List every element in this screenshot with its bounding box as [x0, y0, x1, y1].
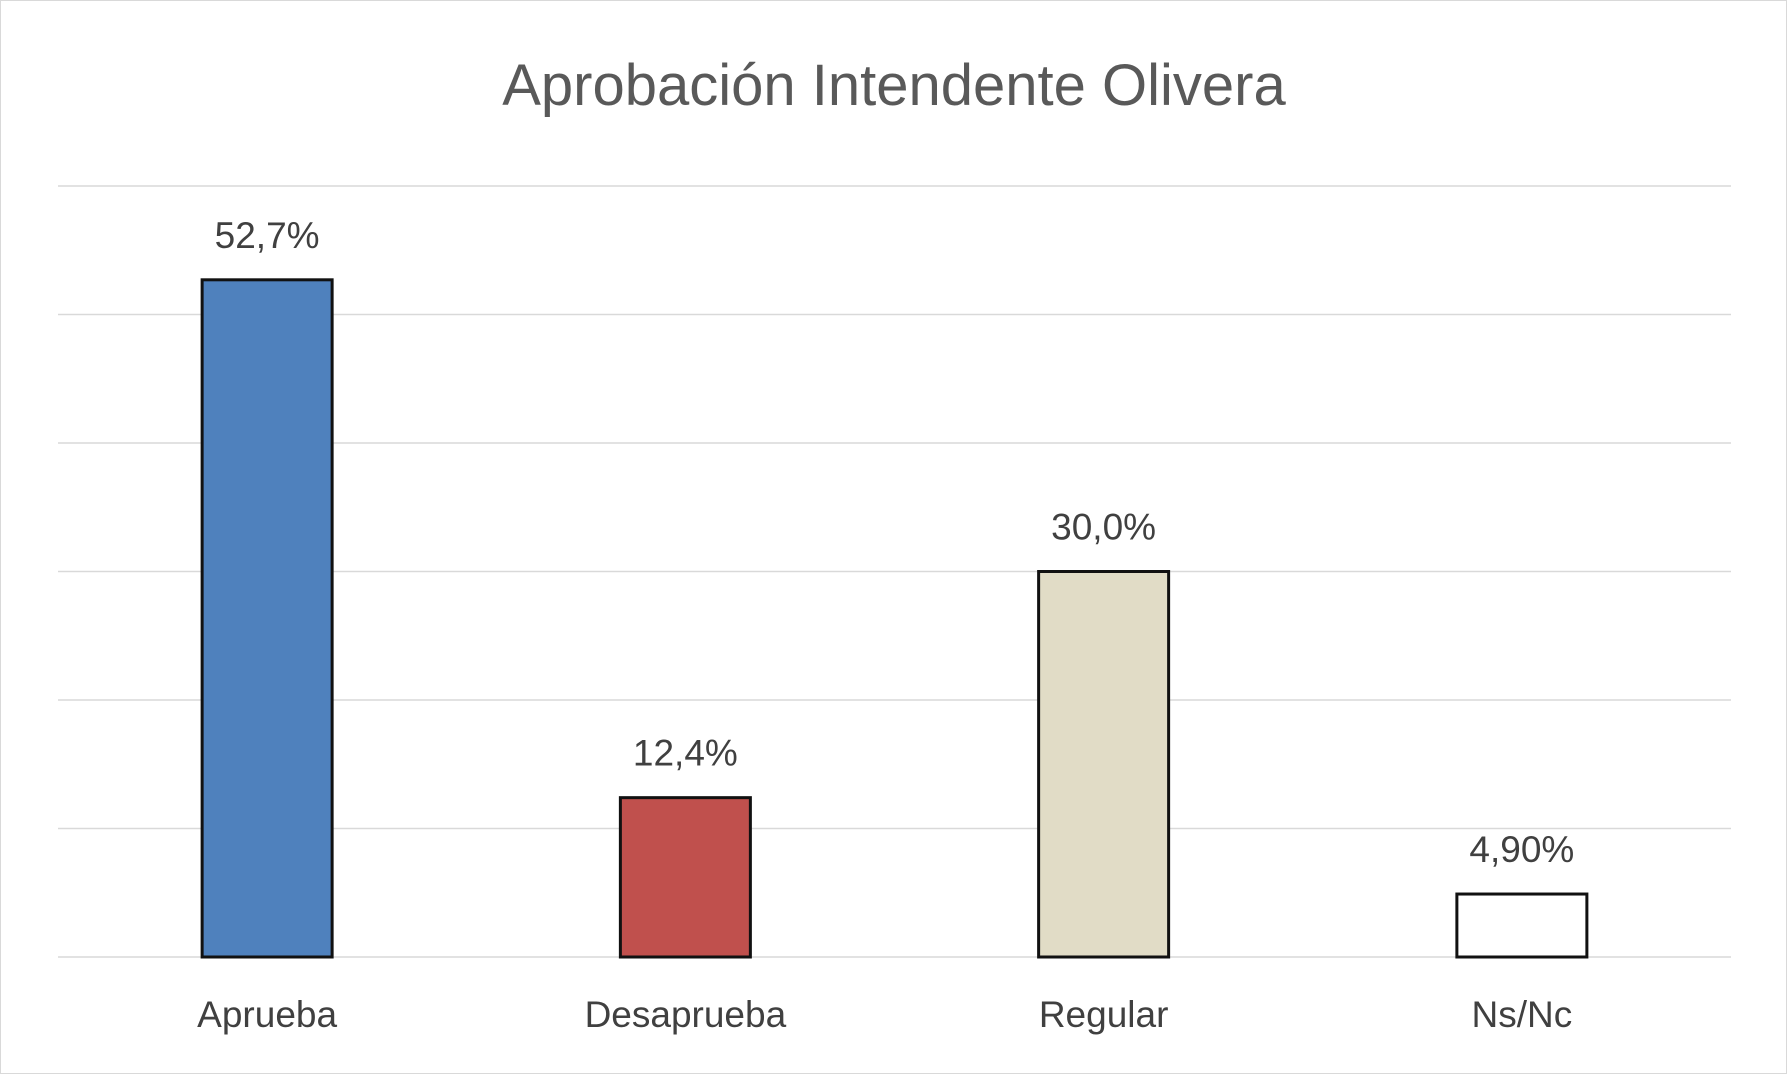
- bar-desaprueba: [618, 796, 752, 959]
- gridlines: [58, 185, 1731, 958]
- data-labels: 52,7% 12,4% 30,0% 4,90%: [215, 215, 1575, 870]
- chart-title: Aprobación Intendente Olivera: [502, 53, 1286, 118]
- data-label: 52,7%: [215, 215, 320, 256]
- category-label: Regular: [1039, 994, 1169, 1035]
- bars: [200, 278, 1589, 959]
- bar-regular: [1037, 570, 1171, 959]
- bar-ns-nc: [1455, 892, 1589, 959]
- data-label: 4,90%: [1469, 829, 1574, 870]
- category-label: Desaprueba: [585, 994, 787, 1035]
- data-label: 30,0%: [1051, 507, 1156, 548]
- data-label: 12,4%: [633, 733, 738, 774]
- bar-aprueba: [200, 278, 334, 959]
- category-label: Ns/Nc: [1472, 994, 1573, 1035]
- category-label: Aprueba: [197, 994, 337, 1035]
- category-labels: Aprueba Desaprueba Regular Ns/Nc: [197, 994, 1572, 1035]
